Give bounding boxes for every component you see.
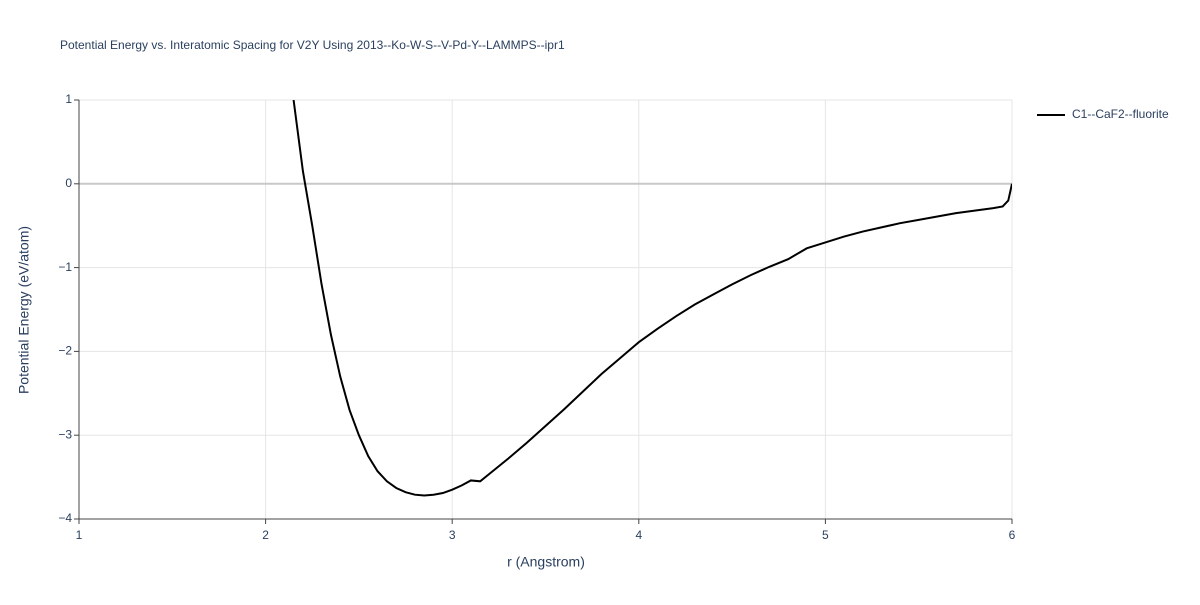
y-tick-label: −4 bbox=[58, 511, 72, 525]
x-tick-label: 3 bbox=[449, 528, 456, 542]
chart-title: Potential Energy vs. Interatomic Spacing… bbox=[60, 38, 565, 52]
y-tick-label: −1 bbox=[58, 260, 72, 274]
data-line bbox=[292, 100, 1012, 497]
y-axis-label: Potential Energy (eV/atom) bbox=[16, 226, 32, 394]
x-tick-label: 6 bbox=[1009, 528, 1016, 542]
x-tick-label: 4 bbox=[635, 528, 642, 542]
x-tick-label: 5 bbox=[822, 528, 829, 542]
legend-label: C1--CaF2--fluorite bbox=[1072, 107, 1169, 121]
x-tick-label: 2 bbox=[262, 528, 269, 542]
y-tick-label: −2 bbox=[58, 344, 72, 358]
x-tick-label: 1 bbox=[76, 528, 83, 542]
x-axis-label: r (Angstrom) bbox=[507, 554, 585, 570]
y-tick-label: 0 bbox=[65, 176, 72, 190]
y-tick-label: 1 bbox=[65, 92, 72, 106]
y-tick-label: −3 bbox=[58, 427, 72, 441]
